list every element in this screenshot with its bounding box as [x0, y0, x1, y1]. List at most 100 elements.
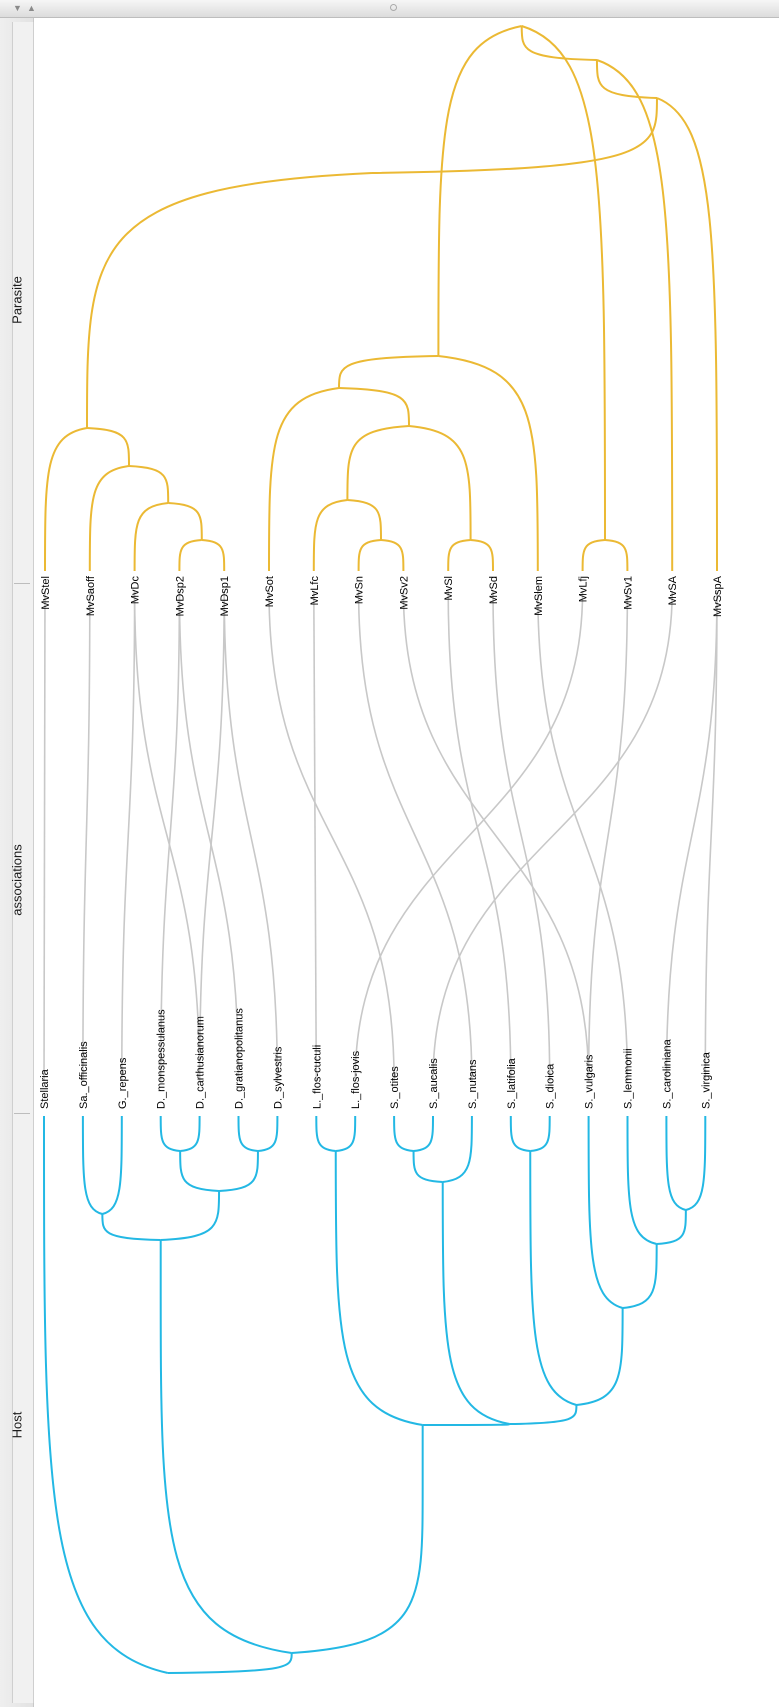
host-tree-branch: [665, 1115, 687, 1211]
section-divider: [14, 1113, 30, 1114]
scroll-down-icon[interactable]: ▼: [13, 3, 22, 13]
host-tree-branch: [81, 1115, 103, 1215]
parasite-label-mvslem: MvSlem: [533, 576, 545, 616]
host-tree-branch: [441, 1181, 510, 1425]
host-label-g-repens: G._repens: [117, 1057, 129, 1109]
parasite-label-mvsa: MvSA: [667, 575, 679, 605]
host-tree-branch: [291, 1487, 424, 1654]
parasite-label-mvstel: MvStel: [40, 576, 52, 610]
host-tree-branch: [529, 1150, 577, 1406]
host-label-stellaria: Stellaria: [39, 1068, 51, 1109]
host-label-l-flos-jovis: L._flos-jovis: [350, 1050, 362, 1109]
association-link-mvsot-s-otites: [268, 590, 395, 1082]
parasite-label-mvsv2: MvSv2: [398, 576, 410, 610]
association-link-mvsn-s-nutans: [357, 590, 473, 1082]
parasite-tree-branch: [86, 427, 130, 467]
parasite-tree-branch: [338, 355, 439, 389]
parasite-label-mvdsp1: MvDsp1: [219, 576, 231, 616]
host-tree-branch: [656, 1209, 687, 1245]
association-link-mvdc-g-repens: [121, 590, 136, 1082]
host-label-s-caroliniana: S._caroliniana: [661, 1038, 673, 1109]
host-label-l-flos-cuculi: L._flos-cuculi: [311, 1045, 323, 1109]
parasite-tree-branch: [656, 97, 718, 572]
host-tree-branch: [509, 1115, 531, 1152]
host-label-s-dioica: S._dioica: [545, 1063, 557, 1109]
host-tree-branch: [218, 1150, 259, 1192]
host-tree: [43, 1115, 707, 1674]
host-tree-branch: [622, 1243, 658, 1309]
host-tree-branch: [179, 1150, 220, 1192]
resize-handle-icon[interactable]: [390, 4, 397, 11]
parasite-tree-branch: [312, 499, 348, 572]
association-link-mvsa-s-aucalis: [432, 590, 673, 1082]
association-link-mvsl-s-latifolia: [447, 590, 512, 1082]
parasite-tree-branch: [44, 427, 88, 572]
host-tree-branch: [102, 1115, 123, 1215]
host-label-s-aucalis: S._aucalis: [428, 1058, 440, 1109]
host-tree-branch: [159, 1115, 181, 1152]
parasite-tree-branch: [128, 465, 170, 504]
association-link-mvstel-stellaria: [43, 590, 46, 1082]
host-label-d-sylvestris: D._sylvestris: [272, 1046, 284, 1109]
host-tree-branch: [257, 1115, 279, 1152]
parasite-tree-branch: [371, 97, 658, 174]
associations-section-label: associations: [9, 844, 25, 916]
host-tree-branch: [530, 1115, 551, 1152]
association-link-mvdc-d-carthusianorum: [133, 590, 201, 1082]
parasite-tree-branch: [596, 59, 674, 572]
section-label-bar: [0, 18, 34, 1707]
host-tree-branch: [412, 1150, 443, 1183]
parasite-label-mvlfc: MvLfc: [309, 576, 321, 606]
host-tree-branch: [334, 1150, 423, 1426]
parasite-label-mvsn: MvSn: [354, 576, 366, 604]
host-tree-branch: [442, 1115, 473, 1183]
parasite-tree-branch: [86, 172, 373, 429]
parasite-tree-branch: [438, 355, 539, 572]
parasite-label-mvsv1: MvSv1: [622, 576, 634, 610]
host-tree-branch: [626, 1115, 657, 1245]
host-label-d-monspessulanus: D._monspessulanus: [156, 1009, 168, 1109]
association-link-mvsv2-s-vulgaris: [402, 590, 590, 1082]
host-label-s-otites: S._otites: [389, 1066, 401, 1109]
host-tree-branch: [167, 1652, 293, 1674]
host-tree-branch: [159, 1279, 292, 1654]
association-link-mvdsp2-d-monspessulanus: [159, 590, 181, 1082]
parasite-tree-branch: [347, 499, 382, 541]
tanglegram-canvas: MvStel MvSaoff MvDc MvDsp2 MvDsp1 MvSot MvLfc M…: [34, 18, 779, 1707]
parasite-tree-branch: [380, 539, 405, 572]
host-label-s-latifolia: S._latifolia: [506, 1057, 518, 1109]
parasite-tree: [44, 25, 718, 572]
parasite-label-mvsl: MvSl: [443, 576, 455, 600]
parasite-label-mvdc: MvDc: [130, 576, 142, 605]
parasite-tree-branch: [357, 539, 382, 572]
association-link-mvsspa-s-caroliniana: [665, 590, 718, 1082]
scroll-up-icon[interactable]: ▲: [27, 3, 36, 13]
label-bar-track: [12, 22, 34, 1703]
host-tree-branch: [180, 1115, 201, 1152]
parasite-section-label: Parasite: [9, 276, 25, 324]
parasite-tree-branch: [346, 425, 410, 501]
host-label-s-virginica: S._virginica: [700, 1051, 712, 1109]
parasite-tree-branch: [521, 25, 606, 541]
host-label-sa-officinalis: Sa._officinalis: [78, 1041, 90, 1109]
host-label-s-lemmonii: S._lemmonii: [623, 1048, 635, 1109]
parasite-tree-branch: [581, 539, 606, 572]
parasite-tree-branch: [88, 465, 130, 572]
association-link-mvsd-s-dioica: [492, 590, 551, 1082]
host-tree-branch: [335, 1115, 357, 1152]
tanglegram-svg: MvStel MvSaoff MvDc MvDsp2 MvDsp1 MvSot MvLfc M…: [39, 25, 724, 1674]
parasite-label-mvsaoff: MvSaoff: [85, 575, 97, 616]
host-tree-branch: [315, 1115, 336, 1152]
association-link-mvdsp1-d-sylvestris: [223, 590, 279, 1082]
window-top-bar: ▼ ▲: [0, 0, 779, 18]
host-tree-branch: [587, 1115, 623, 1309]
host-tree-branch: [393, 1115, 414, 1152]
host-label-s-nutans: S._nutans: [467, 1059, 479, 1109]
parasite-tree-branch: [520, 25, 597, 61]
association-link-mvsaoff-sa-officinalis: [82, 590, 91, 1082]
host-tree-branch: [422, 1423, 511, 1426]
parasite-tree-branch: [470, 539, 494, 572]
parasite-label-mvsd: MvSd: [488, 576, 500, 604]
association-link-mvslem-s-lemmonii: [537, 590, 629, 1082]
host-tree-branch: [101, 1213, 161, 1241]
